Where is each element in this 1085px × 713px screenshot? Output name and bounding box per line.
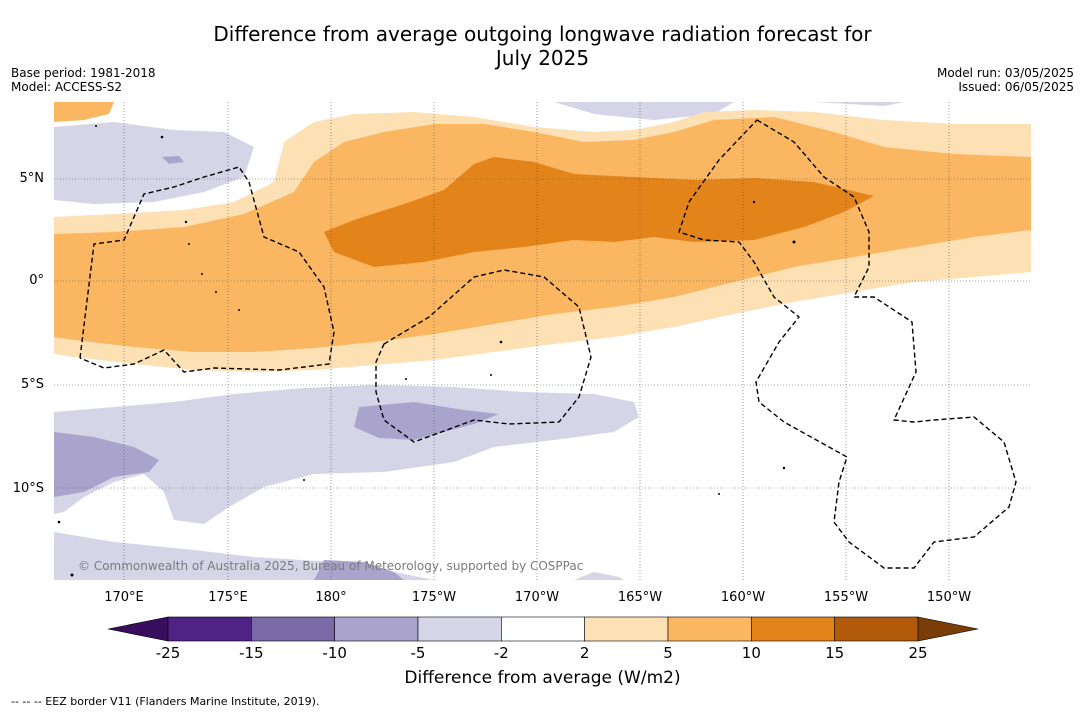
neg-anomaly-south — [54, 385, 639, 524]
colorbar-tick-label: 25 — [908, 644, 928, 662]
colorbar — [108, 616, 978, 642]
colorbar-tick-label: 10 — [741, 644, 761, 662]
colorbar-segment — [167, 616, 252, 642]
neg-anomaly-strong-central — [354, 402, 499, 440]
neg-anomaly-bottom-right — [574, 572, 624, 580]
pos-anomaly-light-nw — [54, 102, 114, 122]
copyright-credit: © Commonwealth of Australia 2025, Bureau… — [78, 559, 584, 573]
colorbar-segment — [334, 616, 419, 642]
lon-label-170w: 170°W — [514, 590, 560, 605]
title-line-1: Difference from average outgoing longwav… — [213, 22, 872, 46]
base-period-text: Base period: 1981-2018 — [11, 66, 156, 80]
lon-label-160w: 160°W — [720, 590, 766, 605]
model-run-text: Model run: 03/05/2025 — [936, 66, 1074, 80]
colorbar-tick-label: 2 — [579, 644, 590, 662]
colorbar-tick-label: 5 — [663, 644, 673, 662]
colorbar-tick-label: -25 — [155, 644, 181, 662]
neg-anomaly-strong-bottom — [314, 560, 404, 580]
lon-label-170e: 170°E — [104, 590, 144, 605]
map-gridlines — [54, 102, 1031, 580]
lon-label-155w: 155°W — [823, 590, 869, 605]
colorbar-segment — [417, 616, 502, 642]
neg-anomaly-strong-west — [54, 432, 159, 497]
lon-label-165w: 165°W — [617, 590, 663, 605]
colorbar-tick-label: -10 — [322, 644, 347, 662]
colorbar-segment — [584, 616, 669, 642]
neg-anomaly-strong-small — [162, 156, 184, 164]
neg-anomaly-north-west — [54, 122, 254, 204]
lat-label-5s: 5°S — [20, 377, 44, 392]
lat-label-5n: 5°N — [19, 171, 45, 186]
olr-anomaly-map — [54, 102, 1031, 580]
eez-legend-note: -- -- -- EEZ border V11 (Flanders Marine… — [11, 695, 320, 708]
lon-label-175e: 175°E — [208, 590, 248, 605]
island-dots — [57, 125, 796, 577]
colorbar-tick-label: 15 — [825, 644, 845, 662]
colorbar-under-arrow — [108, 616, 169, 642]
lat-label-10s: 10°S — [12, 481, 44, 496]
colorbar-over-arrow — [917, 616, 978, 642]
colorbar-label: Difference from average (W/m2) — [404, 668, 681, 688]
colorbar-segment — [251, 616, 335, 642]
lon-label-150w: 150°W — [926, 590, 972, 605]
neg-anomaly-north-east — [814, 102, 904, 106]
map-title: Difference from average outgoing longwav… — [0, 22, 1085, 70]
colorbar-segment — [834, 616, 919, 642]
lon-label-175w: 175°W — [411, 590, 457, 605]
lon-label-180: 180° — [315, 590, 347, 605]
colorbar-tick-label: -15 — [239, 644, 264, 662]
pos-anomaly-strong — [324, 157, 874, 267]
title-line-2: July 2025 — [495, 46, 590, 70]
colorbar-segment — [501, 616, 585, 642]
colorbar-segment — [751, 616, 835, 642]
eez-borders — [79, 119, 1017, 569]
colorbar-tick-label: -5 — [410, 644, 426, 662]
meta-left: Base period: 1981-2018 Model: ACCESS-S2 — [11, 66, 156, 94]
colorbar-segment — [667, 616, 752, 642]
lat-label-0: 0° — [29, 273, 44, 288]
model-text: Model: ACCESS-S2 — [11, 80, 123, 94]
colorbar-tick-label: -2 — [493, 644, 509, 662]
meta-right: Model run: 03/05/2025 Issued: 06/05/2025 — [937, 66, 1074, 94]
issued-text: Issued: 06/05/2025 — [958, 80, 1074, 94]
neg-anomaly-north-strip — [554, 102, 734, 120]
